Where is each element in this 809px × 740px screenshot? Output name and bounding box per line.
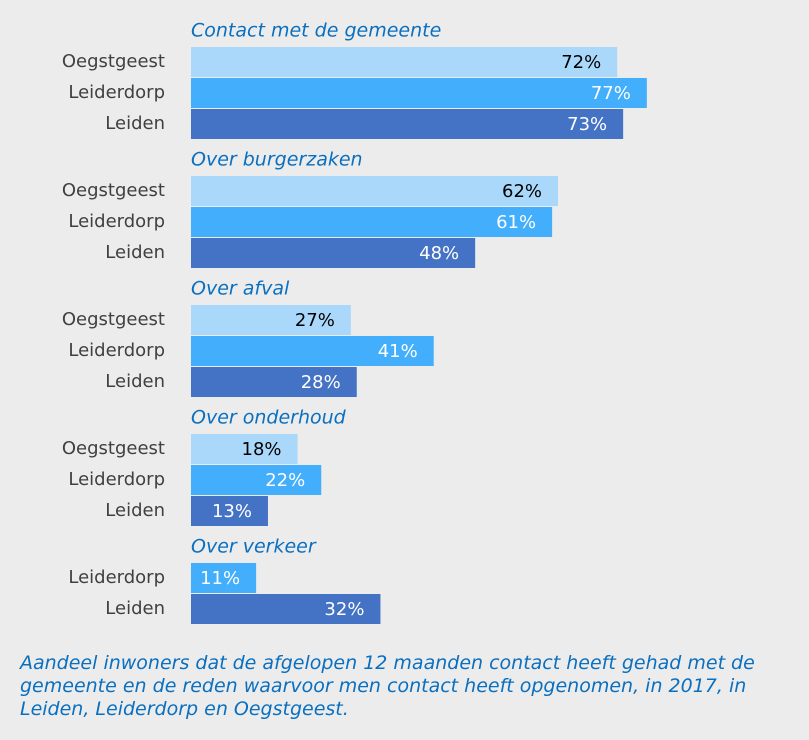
bar: [191, 465, 322, 495]
bar: [191, 434, 298, 464]
value-label: 77%: [591, 83, 631, 104]
bar: [191, 47, 618, 77]
group-title: Over afval: [191, 278, 290, 300]
group-title: Over burgerzaken: [191, 149, 363, 171]
value-label: 62%: [502, 181, 542, 202]
row-label: Leiden: [105, 242, 165, 263]
group-title: Over verkeer: [191, 536, 317, 558]
value-label: 28%: [301, 372, 341, 393]
bar: [191, 207, 553, 237]
value-label: 22%: [265, 470, 305, 491]
bar: [191, 367, 357, 397]
row-label: Oegstgeest: [62, 309, 165, 330]
row-label: Leiden: [105, 113, 165, 134]
bar: [191, 109, 624, 139]
bar: [191, 594, 381, 624]
row-label: Leiden: [105, 371, 165, 392]
row-label: Leiden: [105, 598, 165, 619]
row-label: Oegstgeest: [62, 51, 165, 72]
row-label: Leiderdorp: [68, 567, 165, 588]
bar: [191, 563, 257, 593]
bar: [191, 176, 559, 206]
value-label: 72%: [561, 52, 601, 73]
value-label: 18%: [242, 439, 282, 460]
bar: [191, 305, 351, 335]
bar: [191, 78, 647, 108]
row-label: Leiden: [105, 500, 165, 521]
value-label: 11%: [200, 568, 240, 589]
value-label: 41%: [378, 341, 418, 362]
row-label: Oegstgeest: [62, 180, 165, 201]
bar: [191, 336, 434, 366]
bar: [191, 496, 268, 526]
value-label: 13%: [212, 501, 252, 522]
bar: [191, 238, 476, 268]
chart: Contact met de gemeente Oegstgeest 72% Leid…: [62, 20, 647, 624]
row-label: Leiderdorp: [68, 211, 165, 232]
value-label: 61%: [496, 212, 536, 233]
value-label: 48%: [419, 243, 459, 264]
value-label: 32%: [324, 599, 364, 620]
group-title: Over onderhoud: [191, 407, 347, 429]
value-label: 73%: [567, 114, 607, 135]
row-label: Leiderdorp: [68, 82, 165, 103]
group-title: Contact met de gemeente: [191, 20, 441, 42]
row-label: Oegstgeest: [62, 438, 165, 459]
value-label: 27%: [295, 310, 335, 331]
caption: Aandeel inwoners dat de afgelopen 12 maa…: [20, 652, 755, 720]
row-label: Leiderdorp: [68, 469, 165, 490]
row-label: Leiderdorp: [68, 340, 165, 361]
